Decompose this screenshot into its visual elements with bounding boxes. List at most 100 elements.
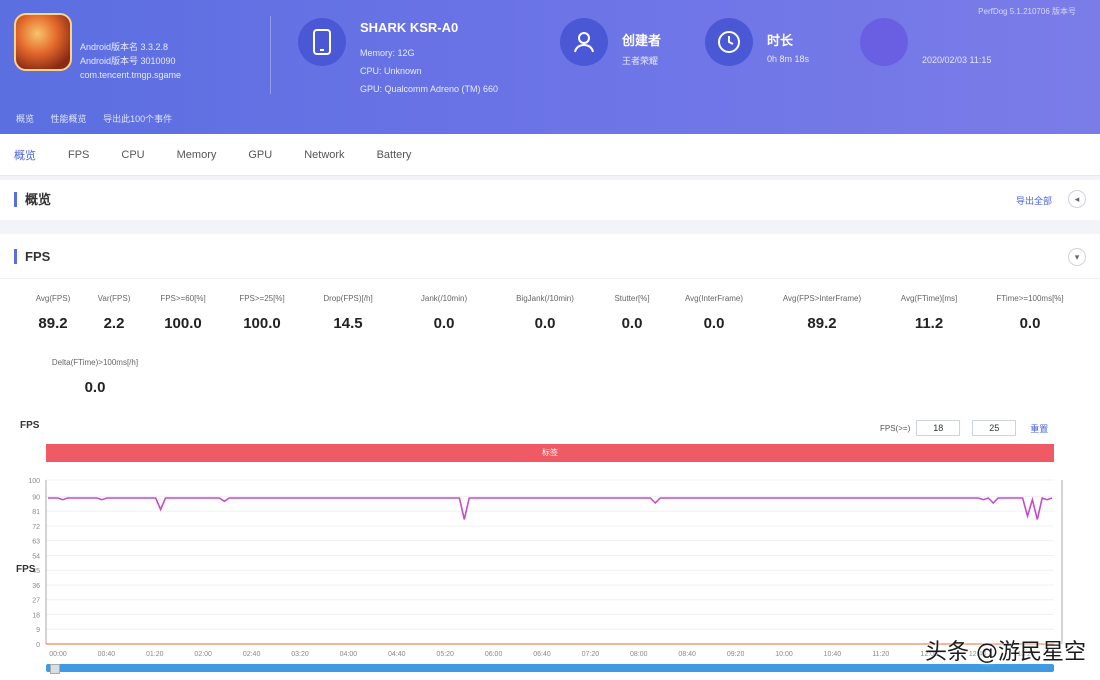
fps-range-low-input[interactable]: 18: [916, 420, 961, 436]
fps-metric: Avg(FPS) 89.2: [0, 294, 113, 332]
fps-metric-label: Avg(FPS): [35, 294, 71, 303]
tab-memory[interactable]: Memory: [176, 148, 217, 161]
y-axis-title: FPS: [16, 564, 36, 575]
fps-metric: BigJank(/10min) 0.0: [485, 294, 605, 332]
y-tick-label: 100: [28, 478, 40, 485]
fps-metric-value: 2.2: [103, 315, 125, 332]
fps-metric-label: FTime>=100ms[%]: [996, 294, 1064, 303]
y-tick-label: 9: [36, 627, 40, 634]
x-tick-label: 02:00: [194, 651, 212, 658]
fps-metric-value: 0.0: [84, 379, 106, 396]
fps-metric-label: Delta(FTime)>100ms[/h]: [51, 358, 139, 367]
fps-metric-value: 0.0: [433, 315, 455, 332]
fps-metric-value: 11.2: [914, 315, 944, 332]
fps-metric: Stutter[%] 0.0: [572, 294, 692, 332]
label-bar[interactable]: 标签: [46, 444, 1054, 462]
collapse-down-icon[interactable]: ▾: [1068, 248, 1086, 266]
export-all-link[interactable]: 导出全部: [1015, 196, 1052, 206]
fps-metric: Avg(FPS>InterFrame) 89.2: [762, 294, 882, 332]
x-tick-label: 05:20: [436, 651, 454, 658]
y-tick-label: 36: [32, 583, 40, 590]
fps-range-label: FPS(>=): [880, 423, 911, 433]
fps-series-line: [48, 496, 1053, 520]
avatar: [860, 18, 908, 66]
timeline-scrollbar[interactable]: [46, 664, 1054, 672]
app-version-info: PerfDog 5.1.210706 版本号: [978, 7, 1076, 16]
player-value: 王者荣耀: [622, 56, 659, 66]
duration-title: 时长: [767, 33, 794, 48]
x-tick-label: 04:40: [388, 651, 406, 658]
x-tick-label: 00:00: [49, 651, 67, 658]
x-tick-label: 10:40: [824, 651, 842, 658]
tab-network[interactable]: Network: [304, 148, 345, 161]
fps-range-high-input[interactable]: 25: [972, 420, 1017, 436]
x-tick-label: 06:00: [485, 651, 503, 658]
report-header: Android版本名 3.3.2.8 Android版本号 3010090 co…: [0, 0, 1100, 134]
tab-overview[interactable]: 概览: [14, 149, 36, 162]
x-tick-label: 12:40: [969, 651, 987, 658]
section-divider: [0, 278, 1100, 279]
fps-metric-label: Jank(/10min): [420, 294, 468, 303]
reset-link[interactable]: 重置: [1030, 423, 1049, 434]
app-meta: Android版本名 3.3.2.8 Android版本号 3010090 co…: [80, 40, 181, 82]
phone-icon: [298, 18, 346, 66]
y-tick-label: 90: [32, 494, 40, 501]
y-tick-label: 72: [32, 524, 40, 531]
fps-metric: FPS>=60[%] 100.0: [123, 294, 243, 332]
x-tick-label: 08:40: [678, 651, 696, 658]
breadcrumb-item[interactable]: 概览: [16, 114, 35, 124]
fps-metric-label: Drop(FPS)[/h]: [323, 294, 373, 303]
fps-metric-value: 0.0: [534, 315, 556, 332]
fps-metric: Var(FPS) 2.2: [54, 294, 174, 332]
overview-title: 概览: [14, 192, 51, 207]
x-tick-label: 08:00: [630, 651, 648, 658]
fps-metric: Drop(FPS)[/h] 14.5: [288, 294, 408, 332]
device-name: SHARK KSR-A0: [360, 20, 459, 35]
fps-metric-value: 100.0: [164, 315, 202, 332]
tab-cpu[interactable]: CPU: [121, 148, 145, 161]
fps-metric-label: Avg(FTime)[ms]: [900, 294, 958, 303]
y-tick-label: 45: [32, 568, 40, 575]
breadcrumb-item[interactable]: 性能概览: [50, 114, 87, 124]
app-package: com.tencent.tmgp.sgame: [80, 70, 182, 80]
fps-metric-label: Stutter[%]: [614, 294, 650, 303]
app-icon: [14, 13, 72, 71]
device-memory: Memory: 12G: [360, 48, 415, 58]
fps-metric-value: 89.2: [807, 315, 837, 332]
fps-metric-label: Avg(FPS>InterFrame): [782, 294, 862, 303]
device-cpu: CPU: Unknown: [360, 66, 422, 76]
player-title: 创建者: [622, 33, 662, 48]
breadcrumb-item[interactable]: 导出此100个事件: [103, 114, 173, 124]
user-icon: [560, 18, 608, 66]
fps-metric: FPS>=25[%] 100.0: [202, 294, 322, 332]
fps-title: FPS: [14, 249, 50, 264]
fps-metric-value: 100.0: [243, 315, 281, 332]
fps-metric-value: 0.0: [1019, 315, 1041, 332]
y-tick-label: 63: [32, 539, 40, 546]
x-tick-label: 09:20: [727, 651, 745, 658]
x-tick-label: 00:40: [98, 651, 116, 658]
x-tick-label: 06:40: [533, 651, 551, 658]
device-specs: Memory: 12G CPU: Unknown GPU: Qualcomm A…: [360, 44, 498, 98]
tab-fps[interactable]: FPS: [68, 148, 90, 161]
x-tick-label: 03:20: [291, 651, 309, 658]
fps-metric-value: 89.2: [38, 315, 68, 332]
x-tick-label: 07:20: [582, 651, 600, 658]
fps-metric-value: 0.0: [621, 315, 643, 332]
fps-metric: Avg(FTime)[ms] 11.2: [869, 294, 989, 332]
fps-metric: Delta(FTime)>100ms[/h] 0.0: [35, 358, 155, 396]
tab-bar: 概览 FPS CPU Memory GPU Network Battery: [0, 134, 1100, 176]
app-version-code: Android版本号 3010090: [80, 56, 176, 66]
collapse-left-icon[interactable]: ◂: [1068, 190, 1086, 208]
tab-battery[interactable]: Battery: [376, 148, 412, 161]
report-date: 2020/02/03 11:15: [922, 55, 992, 65]
fps-metric-label: Var(FPS): [97, 294, 131, 303]
fps-metric-label: FPS>=25[%]: [239, 294, 285, 303]
x-tick-label: 01:20: [146, 651, 164, 658]
x-tick-label: 13:20: [1017, 651, 1035, 658]
y-tick-label: 81: [32, 509, 40, 516]
x-tick-label: 02:40: [243, 651, 261, 658]
fps-metric: FTime>=100ms[%] 0.0: [970, 294, 1090, 332]
timeline-scroll-handle[interactable]: [50, 664, 60, 674]
tab-gpu[interactable]: GPU: [248, 148, 273, 161]
